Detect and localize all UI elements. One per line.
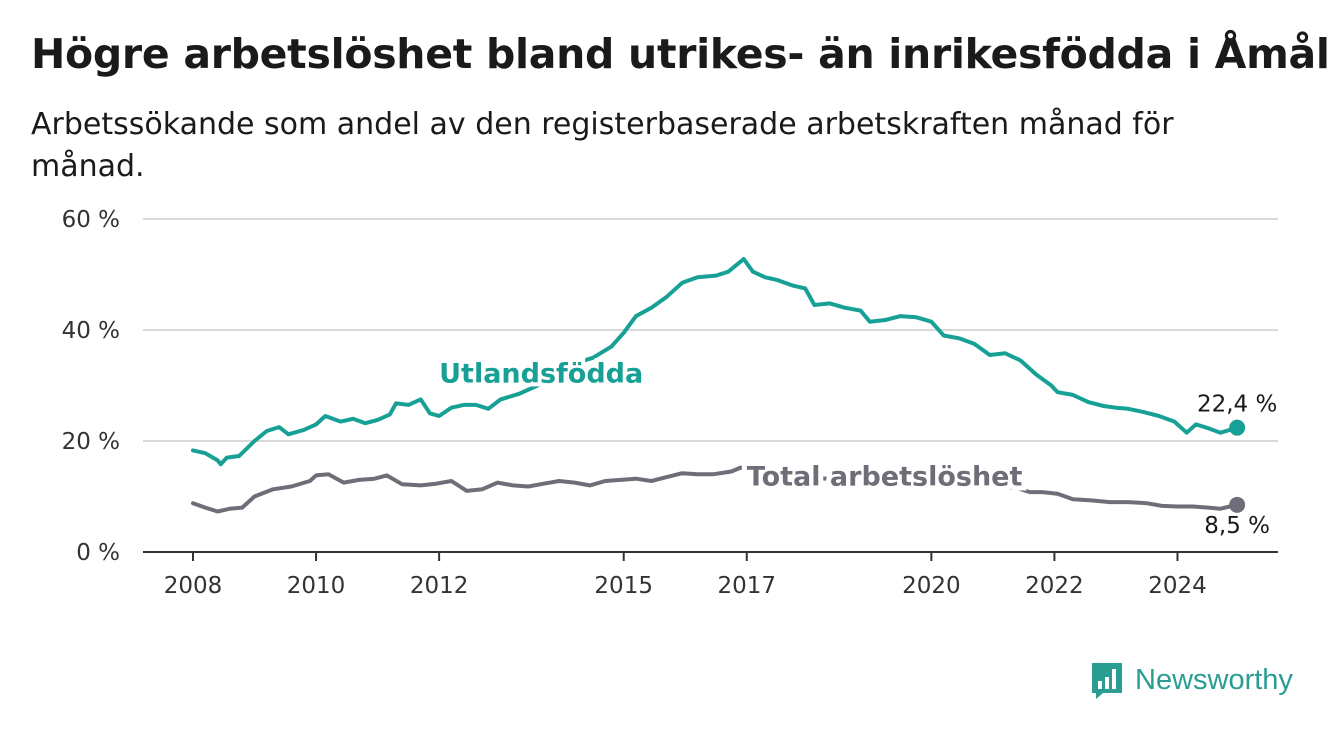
series-label-total: Total arbetslöshet <box>747 461 1023 492</box>
brand: Newsworthy <box>1089 660 1293 700</box>
brand-name: Newsworthy <box>1135 663 1293 696</box>
end-point-utlandsfodda <box>1229 419 1246 436</box>
y-tick-label: 0 % <box>76 540 120 566</box>
end-point-total <box>1229 496 1246 513</box>
y-tick-label: 60 % <box>62 207 120 233</box>
y-tick-label: 20 % <box>62 429 120 455</box>
end-label-total: 8,5 % <box>1204 513 1270 539</box>
series-lines <box>191 257 1246 514</box>
chart-subtitle: Arbetssökande som andel av den registerb… <box>31 107 1174 184</box>
x-tick-label: 2012 <box>410 573 469 599</box>
x-tick-label: 2024 <box>1148 573 1207 599</box>
x-tick-label: 2022 <box>1025 573 1084 599</box>
end-label-utlandsfodda: 22,4 % <box>1197 392 1277 418</box>
x-tick-label: 2010 <box>287 573 346 599</box>
chart-title: Högre arbetslöshet bland utrikes- än inr… <box>31 30 1330 78</box>
x-tick-label: 2015 <box>594 573 653 599</box>
newsworthy-logo-icon <box>1092 663 1122 699</box>
x-tick-label: 2008 <box>164 573 223 599</box>
axes: 0 % 20 % 40 % 60 % 2008 2010 2012 2015 2017 2020 2… <box>62 207 1278 599</box>
x-tick-label: 2020 <box>902 573 961 599</box>
gridlines <box>143 218 1278 442</box>
y-tick-label: 40 % <box>62 318 120 344</box>
series-line-utlandsfodda <box>191 257 1240 467</box>
series-label-utlandsfodda: Utlandsfödda <box>439 359 643 390</box>
x-tick-label: 2017 <box>717 573 776 599</box>
series-line-total <box>191 465 1240 514</box>
series-labels: Utlandsfödda Total arbetslöshet 22,4 % 8… <box>435 355 1277 539</box>
